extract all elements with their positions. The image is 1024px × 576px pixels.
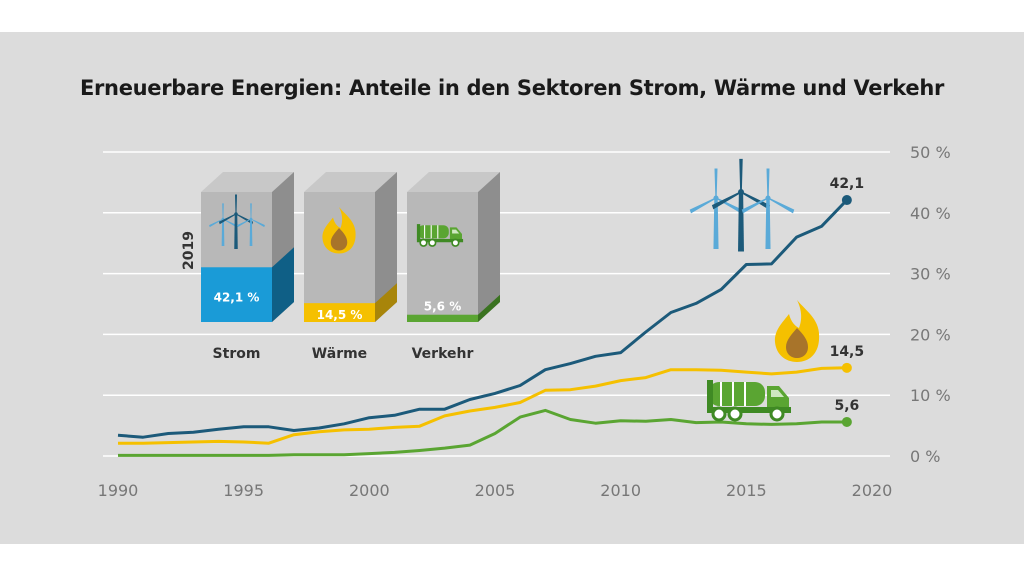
series-end-label: 42,1 — [830, 176, 865, 192]
x-tick-label: 1995 — [223, 481, 264, 500]
y-tick-label: 30 % — [910, 265, 951, 284]
series-endpoint — [841, 416, 852, 427]
series-end-label: 5,6 — [834, 398, 859, 414]
cube-front — [407, 192, 478, 322]
cube-value-label: 14,5 % — [317, 308, 363, 322]
y-tick-label: 10 % — [910, 386, 951, 405]
cube-top — [407, 172, 500, 192]
cube-front — [304, 192, 375, 322]
cube-value-label: 42,1 % — [214, 290, 260, 304]
x-tick-label: 2000 — [349, 481, 390, 500]
inset-2019: 2019 42,1 % Strom 14,5 % Wärme 5,6 % Verkehr — [181, 172, 500, 362]
cube-fill-side — [375, 283, 397, 322]
series-line-strom — [117, 198, 848, 439]
cube-fill — [407, 314, 478, 322]
inset-year: 2019 — [181, 231, 197, 270]
cube-fill-side — [478, 294, 500, 322]
series-line-wärme — [118, 366, 847, 445]
cube-side — [375, 172, 397, 322]
cube-side — [478, 172, 500, 322]
chart-title: Erneuerbare Energien: Anteile in den Sek… — [79, 76, 945, 100]
cube-value-label: 5,6 % — [424, 300, 461, 314]
x-tick-label: 2015 — [726, 481, 767, 500]
x-tick-label: 2020 — [852, 481, 893, 500]
cube-fill-side — [272, 247, 294, 322]
inset-cube-strom: 42,1 % Strom — [201, 172, 294, 362]
series-line-verkehr — [118, 408, 847, 457]
series-end-label: 14,5 — [830, 344, 865, 360]
y-tick-label: 0 % — [910, 447, 940, 466]
y-tick-label: 20 % — [910, 325, 951, 344]
tanker-truck-icon — [705, 378, 793, 422]
cube-category-label: Verkehr — [412, 346, 474, 362]
series-endpoint — [841, 195, 852, 206]
inset-cube-verkehr: 5,6 % Verkehr — [407, 172, 500, 362]
cube-fill — [304, 303, 375, 322]
y-tick-label: 50 % — [910, 143, 951, 162]
series-endpoint — [841, 362, 852, 373]
cube-top — [201, 172, 294, 192]
wind-turbine-icon — [689, 158, 795, 253]
cube-fill — [201, 267, 272, 322]
x-tick-label: 2010 — [600, 481, 641, 500]
cube-category-label: Strom — [213, 346, 261, 362]
inset-cube-waerme: 14,5 % Wärme — [304, 172, 397, 362]
x-tick-label: 1990 — [98, 481, 139, 500]
chart-panel — [0, 32, 1024, 544]
x-tick-label: 2005 — [475, 481, 516, 500]
cube-top — [304, 172, 397, 192]
cube-category-label: Wärme — [312, 346, 367, 362]
y-tick-label: 40 % — [910, 204, 951, 223]
flame-icon — [774, 300, 820, 362]
